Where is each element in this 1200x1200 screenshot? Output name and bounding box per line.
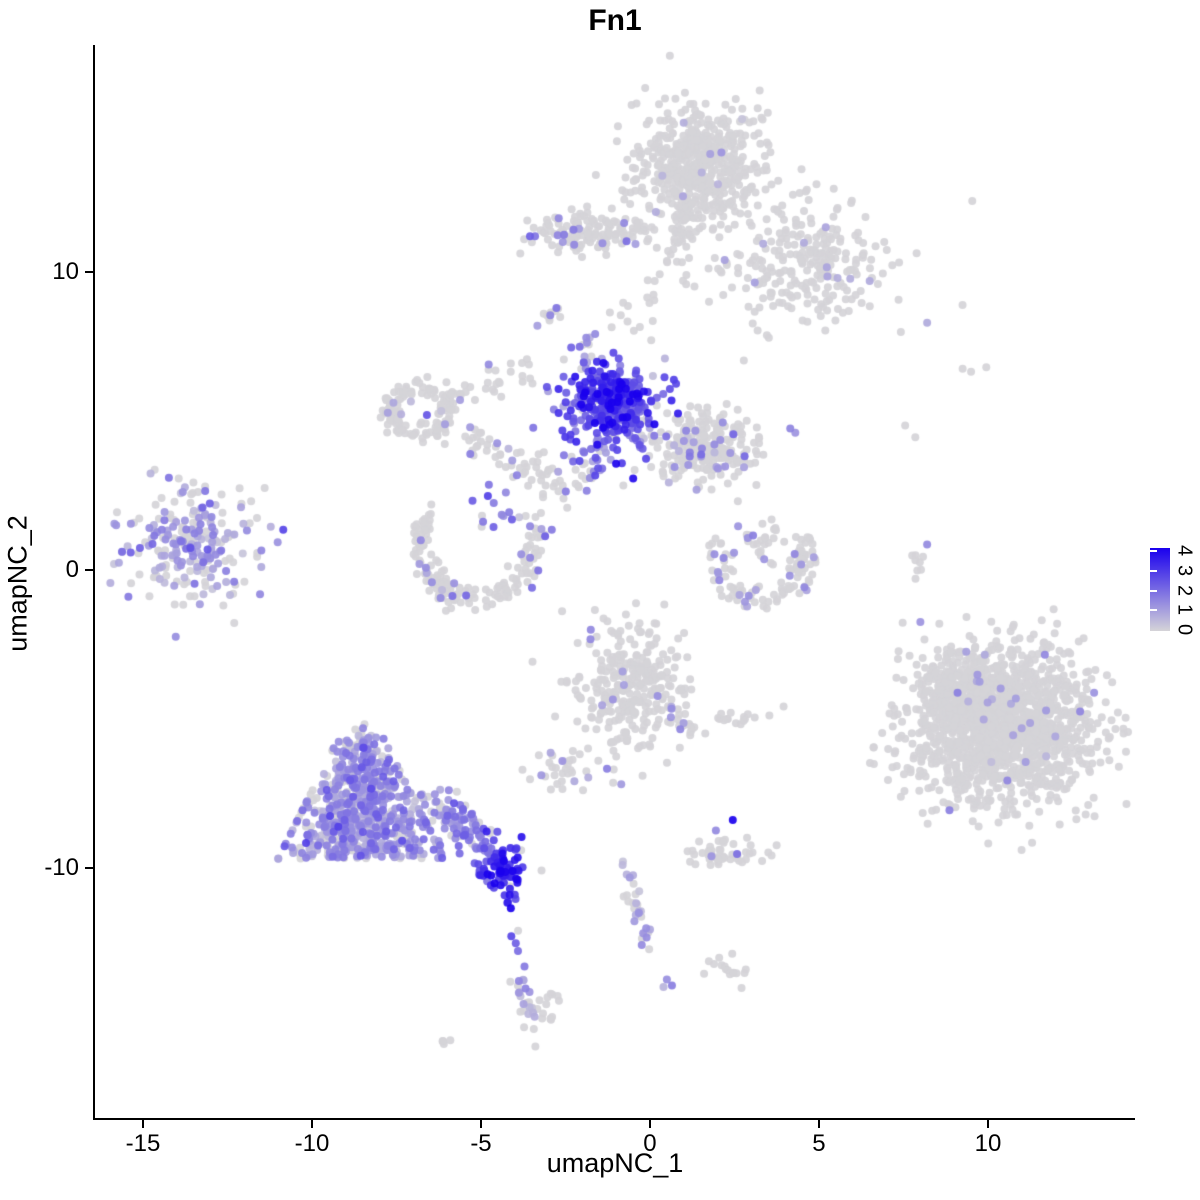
x-tick-label: 10	[974, 1130, 1002, 1157]
x-tick-mark	[141, 1120, 144, 1128]
colorbar-tick-label: 4	[1173, 544, 1196, 557]
x-tick-label: -5	[470, 1130, 492, 1157]
x-tick-label: -15	[125, 1130, 161, 1157]
y-tick-mark	[85, 270, 93, 273]
x-tick-mark	[817, 1120, 820, 1128]
colorbar-tick-mark	[1150, 569, 1157, 572]
y-tick-label: -10	[44, 853, 79, 881]
x-tick-label: -10	[294, 1130, 330, 1157]
x-axis-line	[93, 1118, 1135, 1120]
y-axis-title: umapNC_2	[2, 515, 33, 652]
colorbar-tick-mark	[1150, 609, 1157, 612]
plot-title: Fn1	[588, 4, 642, 37]
y-axis-line	[93, 45, 95, 1120]
colorbar-tick-mark	[1150, 589, 1157, 592]
x-tick-label: 0	[643, 1130, 657, 1157]
x-tick-mark	[479, 1120, 482, 1128]
x-tick-mark	[648, 1120, 651, 1128]
y-tick-mark	[85, 568, 93, 571]
y-tick-mark	[85, 866, 93, 869]
colorbar-tick-label: 2	[1173, 584, 1196, 596]
y-tick-label: 0	[65, 555, 79, 583]
colorbar-tick-label: 1	[1173, 604, 1196, 616]
colorbar-tick-mark	[1150, 550, 1157, 552]
x-tick-label: 5	[812, 1130, 826, 1157]
x-tick-mark	[310, 1120, 313, 1128]
x-tick-mark	[986, 1120, 989, 1128]
colorbar-tick-label: 0	[1173, 623, 1196, 636]
x-axis-title: umapNC_1	[546, 1148, 684, 1178]
y-tick-label: 10	[52, 257, 79, 285]
colorbar-tick-label: 3	[1173, 564, 1196, 576]
